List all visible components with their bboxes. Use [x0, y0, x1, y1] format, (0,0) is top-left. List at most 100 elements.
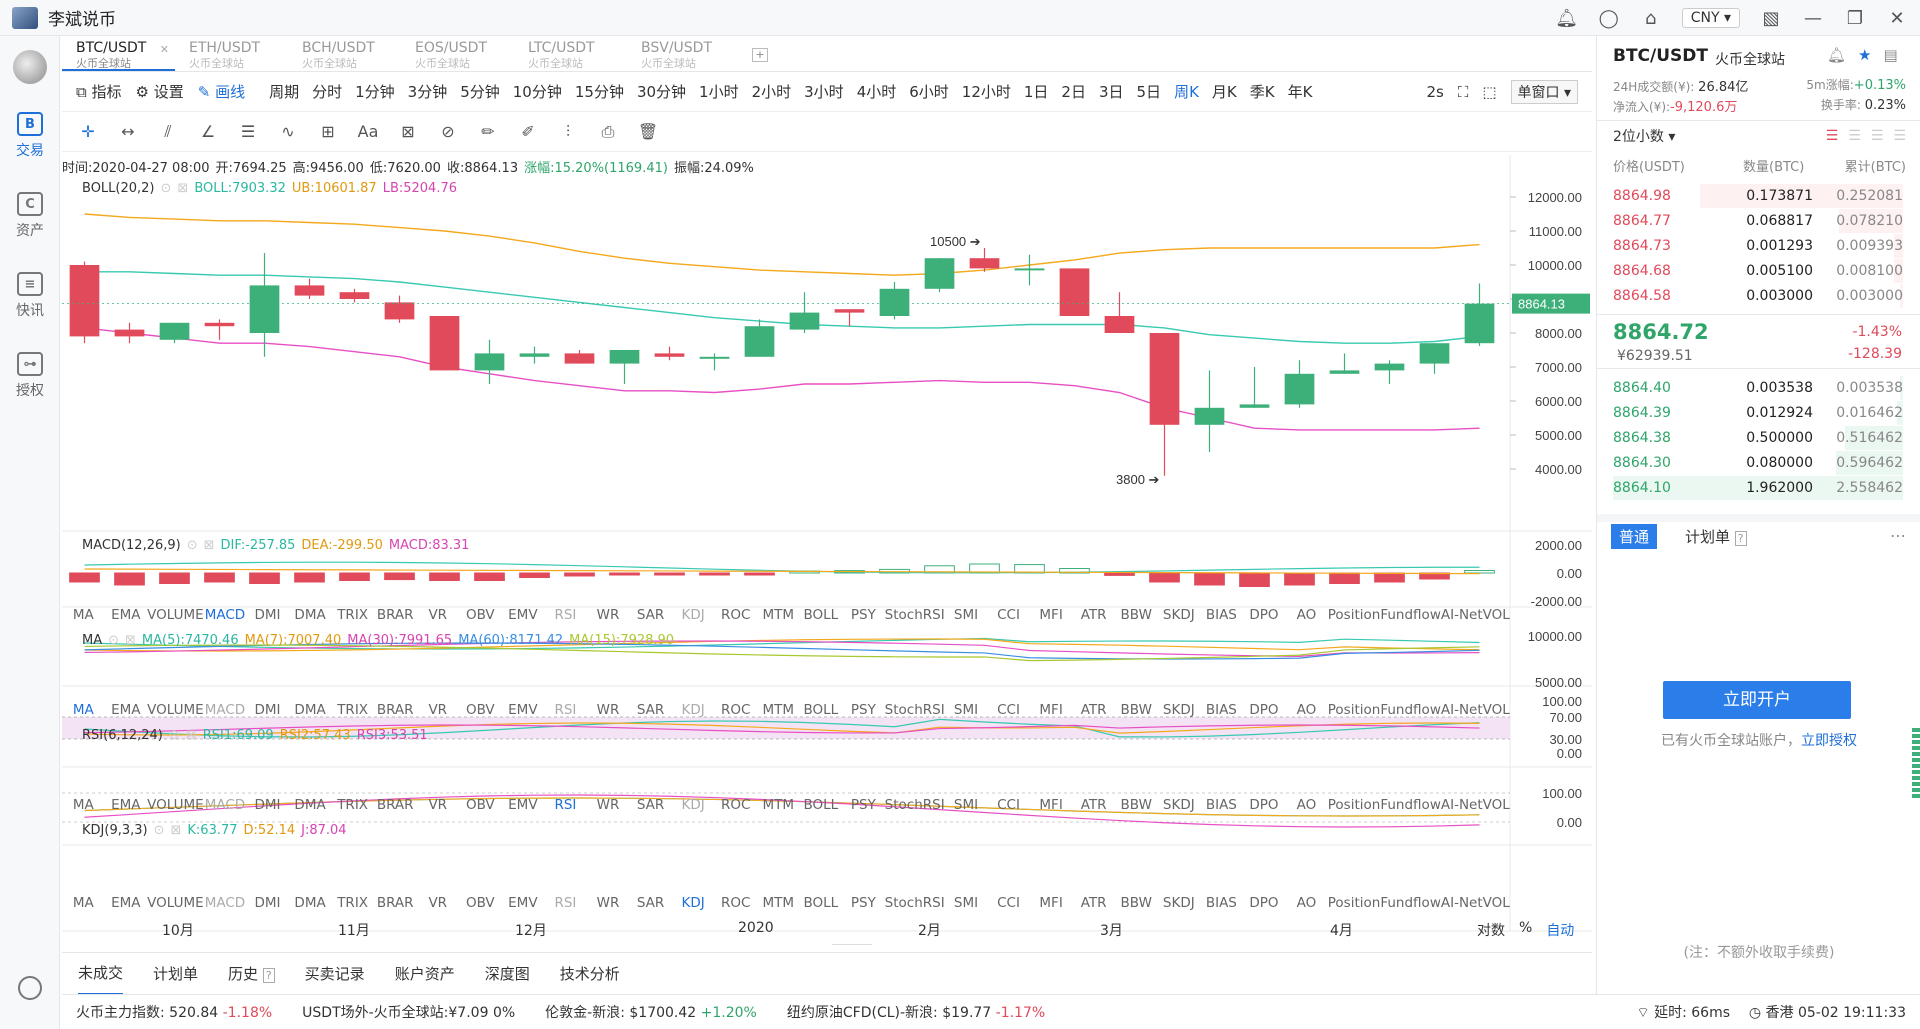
indicator-option[interactable]: EMA	[111, 702, 141, 718]
indicator-option[interactable]: BIAS	[1205, 797, 1237, 813]
period-option[interactable]: 1小时	[699, 83, 739, 101]
settings-gear-icon[interactable]	[0, 976, 60, 1000]
tab-analysis[interactable]: 技术分析	[559, 965, 620, 983]
tab-account[interactable]: 账户资产	[394, 965, 455, 983]
orderbook-row[interactable]: 8864.10 1.962000 2.558462	[1613, 476, 1903, 500]
indicator-option[interactable]: PSY	[850, 797, 876, 813]
fib-tool-icon[interactable]: ☰	[240, 122, 256, 141]
indicator-option[interactable]: RSI	[554, 702, 577, 718]
indicator-option[interactable]: SKDJ	[1162, 607, 1195, 623]
indicator-option[interactable]: KDJ	[681, 895, 705, 911]
indicator-option[interactable]: Position	[1327, 797, 1381, 813]
price-chart[interactable]: 12000.0011000.0010000.009000.008000.0070…	[62, 155, 1592, 945]
indicator-option[interactable]: MFI	[1039, 797, 1063, 813]
indicator-option[interactable]: VR	[428, 702, 448, 718]
orderbook-row[interactable]: 8864.58 0.003000 0.003000	[1613, 284, 1903, 308]
tab-trades[interactable]: 买卖记录	[304, 965, 365, 983]
tab-history[interactable]: 历史 ?	[228, 953, 275, 994]
ma-close-icon[interactable]: ⊠	[125, 632, 136, 648]
period-option[interactable]: 4小时	[856, 83, 897, 101]
indicator-option[interactable]: VOLUME	[147, 797, 204, 813]
magnet-tool-icon[interactable]: ⊘	[441, 122, 455, 141]
tab-bch[interactable]: BCH/USDT 火币全球站	[288, 36, 401, 71]
period-option[interactable]: 周K	[1174, 83, 1199, 101]
indicator-option[interactable]: BRAR	[376, 895, 414, 911]
indicator-option[interactable]: AO	[1296, 607, 1317, 623]
indicator-option[interactable]: Fundflow	[1380, 702, 1441, 718]
more-view-icon[interactable]: ☰	[1893, 128, 1906, 144]
indicator-option[interactable]: BIAS	[1205, 607, 1237, 623]
period-option[interactable]: 6小时	[909, 83, 949, 101]
tab-plan-order[interactable]: 计划单 ?	[1685, 526, 1747, 547]
indicator-option[interactable]: VOLUME	[147, 607, 204, 623]
indicator-option[interactable]: DPO	[1249, 607, 1279, 623]
pattern-tool-icon[interactable]: ⊠	[401, 122, 415, 141]
indicator-option[interactable]: DPO	[1249, 702, 1279, 718]
indicator-option[interactable]: ATR	[1080, 797, 1107, 813]
orderbook-row[interactable]: 8864.98 0.173871 0.252081	[1613, 184, 1903, 208]
lock-tool-icon[interactable]: ⎙	[601, 121, 615, 141]
indicator-option[interactable]: MFI	[1039, 607, 1063, 623]
indicator-option[interactable]: TRIX	[337, 895, 369, 911]
indicator-option[interactable]: DMA	[294, 895, 326, 911]
indicator-option[interactable]: AO	[1296, 797, 1317, 813]
indicator-option[interactable]: SKDJ	[1162, 797, 1195, 813]
indicator-option[interactable]: DMA	[294, 702, 326, 718]
indicator-option[interactable]: PSY	[850, 895, 876, 911]
indicator-option[interactable]: DPO	[1249, 895, 1279, 911]
settings-button[interactable]: ⚙ 设置	[135, 83, 184, 101]
indicator-option[interactable]: MACD	[204, 895, 246, 911]
indicator-option[interactable]: MA	[72, 607, 94, 623]
fullscreen-icon[interactable]: ⛶	[1457, 83, 1469, 101]
indicator-option[interactable]: BRAR	[376, 607, 414, 623]
indicator-option[interactable]: SMI	[953, 895, 979, 911]
indicator-option[interactable]: MTM	[762, 607, 795, 623]
indicator-option[interactable]: VR	[428, 895, 448, 911]
period-option[interactable]: 2小时	[751, 83, 792, 101]
ruler-tool-icon[interactable]: ✏	[481, 122, 495, 141]
indicator-option[interactable]: Position	[1327, 607, 1381, 623]
indicator-option[interactable]: RSI	[554, 895, 577, 911]
window-mode-select[interactable]: 单窗口 ▾	[1510, 80, 1578, 104]
indicator-option[interactable]: AI-NetVOL	[1440, 607, 1510, 623]
note-icon[interactable]: ▤	[1883, 46, 1898, 64]
indicator-option[interactable]: MTM	[762, 797, 795, 813]
bell-icon[interactable]: 🔔︎	[1555, 7, 1579, 29]
brush-tool-icon[interactable]: ✐	[521, 122, 535, 141]
indicator-option[interactable]: ROC	[720, 895, 751, 911]
period-option[interactable]: 5分钟	[460, 83, 500, 101]
sidebar-item-trade[interactable]: B 交易	[0, 112, 60, 160]
add-tab-button[interactable]: +	[752, 48, 768, 62]
indicator-option[interactable]: SAR	[636, 702, 665, 718]
percent-scale-toggle[interactable]: %	[1519, 920, 1533, 936]
indicator-option[interactable]: WR	[596, 607, 620, 623]
indicator-option[interactable]: OBV	[465, 607, 495, 623]
indicator-option[interactable]: KDJ	[681, 607, 705, 623]
period-option[interactable]: 15分钟	[574, 83, 624, 101]
indicator-option[interactable]: WR	[596, 702, 620, 718]
indicator-option[interactable]: TRIX	[337, 607, 369, 623]
tab-btc[interactable]: BTC/USDT 火币全球站 ✕	[62, 36, 175, 71]
bids-view-icon[interactable]: ☰	[1848, 128, 1861, 144]
kdj-close-icon[interactable]: ⊠	[170, 822, 182, 838]
sidebar-item-auth[interactable]: ⊶ 授权	[0, 352, 60, 400]
indicator-option[interactable]: SMI	[953, 702, 979, 718]
rsi-close-icon[interactable]: ⊠	[185, 727, 197, 743]
window-icon[interactable]: ▧	[1762, 7, 1780, 29]
tab-ltc[interactable]: LTC/USDT 火币全球站	[514, 36, 627, 71]
indicator-option[interactable]: CCI	[997, 702, 1020, 718]
draw-button[interactable]: ✎ 画线	[197, 83, 246, 101]
indicator-option[interactable]: StochRSI	[884, 702, 945, 718]
indicator-option[interactable]: BOLL	[803, 797, 839, 813]
indicator-option[interactable]: MA	[72, 797, 94, 813]
both-view-icon[interactable]: ☰	[1825, 128, 1839, 144]
period-option[interactable]: 5日	[1136, 83, 1162, 101]
indicator-option[interactable]: AI-NetVOL	[1440, 895, 1510, 911]
indicator-option[interactable]: BOLL	[803, 895, 839, 911]
indicator-option[interactable]: SKDJ	[1162, 895, 1195, 911]
kdj-settings-icon[interactable]: ⊙	[153, 822, 165, 838]
shirt-icon[interactable]: ⌂	[1644, 7, 1657, 29]
period-option[interactable]: 3小时	[804, 83, 844, 101]
indicator-option[interactable]: BOLL	[803, 607, 839, 623]
boll-close-icon[interactable]: ⊠	[177, 180, 189, 196]
